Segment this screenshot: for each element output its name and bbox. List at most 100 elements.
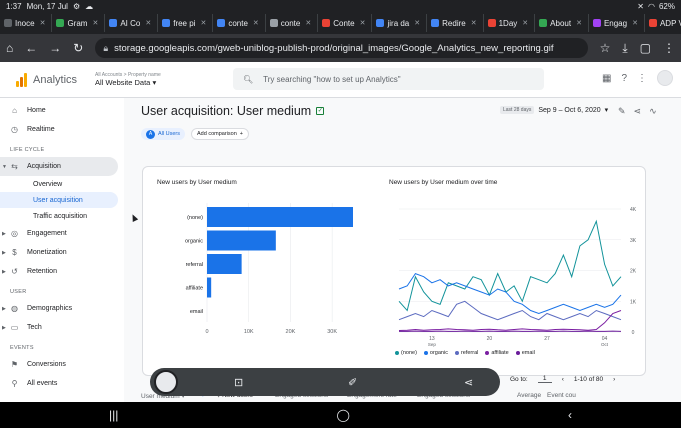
- search-box[interactable]: 🔍︎ Try searching "how to set up Analytic…: [233, 68, 544, 90]
- browser-tab[interactable]: Gram ✕: [52, 14, 106, 32]
- sidebar-item-tech[interactable]: ▶ ▭ Tech: [0, 318, 124, 337]
- tab-count-icon[interactable]: ▢: [639, 41, 651, 55]
- close-tab-icon[interactable]: ✕: [92, 20, 99, 27]
- browser-tab[interactable]: Redire ✕: [427, 14, 484, 32]
- share-icon[interactable]: ⋖: [633, 106, 642, 116]
- screenshot-icon[interactable]: ⊡: [234, 376, 244, 389]
- browser-tab[interactable]: jira da ✕: [372, 14, 428, 32]
- sidebar-item-acquisition[interactable]: ▼ ⇆ Acquisition: [0, 157, 118, 176]
- apps-grid-icon[interactable]: ▦: [601, 72, 612, 84]
- recents-icon[interactable]: |||: [109, 408, 119, 422]
- home-icon[interactable]: ⌂: [6, 41, 14, 55]
- browser-tab[interactable]: Engag ✕: [589, 14, 645, 32]
- bar: [207, 207, 353, 227]
- close-tab-icon[interactable]: ✕: [576, 20, 582, 27]
- sidebar-item-retention[interactable]: ▶ ↺ Retention: [0, 262, 124, 281]
- legend-dot-icon: [423, 351, 428, 355]
- sidebar-item-overview[interactable]: Overview: [33, 180, 63, 188]
- browser-tab[interactable]: About ✕: [535, 14, 589, 32]
- sidebar-item-user-acquisition[interactable]: User acquisition: [0, 192, 118, 208]
- acquisition-icon: ⇆: [11, 162, 18, 171]
- close-tab-icon[interactable]: ✕: [39, 20, 46, 27]
- share-icon[interactable]: ⋖: [464, 376, 474, 389]
- browser-tab[interactable]: ADP V✕: [645, 14, 681, 32]
- browser-tab[interactable]: Inoce ✕: [0, 14, 53, 32]
- x-tick-sublabel: Sep: [428, 342, 437, 347]
- x-tick-label: 04: [602, 336, 608, 342]
- menu-icon[interactable]: ⋮: [663, 41, 675, 55]
- sidebar-item-realtime[interactable]: ◷ Realtime: [0, 120, 124, 139]
- draw-icon[interactable]: ✐: [348, 376, 358, 389]
- add-comparison-button[interactable]: Add comparison +: [191, 128, 249, 140]
- browser-tab-strip: Inoce ✕ Gram ✕ AI Co ✕ free pi ✕ conte ✕ conte ✕ Con…: [0, 12, 681, 34]
- legend-dot-icon: [454, 351, 459, 355]
- browser-tab[interactable]: AI Co ✕: [105, 14, 159, 32]
- close-tab-icon[interactable]: ✕: [200, 20, 207, 27]
- close-tab-icon[interactable]: ✕: [145, 20, 152, 27]
- tab-favicon-icon: [592, 19, 601, 27]
- y-tick-label: 2K: [630, 269, 637, 275]
- sidebar-item-home[interactable]: ⌂ Home: [0, 101, 124, 120]
- tab-favicon-icon: [56, 19, 65, 27]
- bookmark-star-icon[interactable]: ☆: [599, 41, 611, 55]
- sidebar-item-label: Realtime: [27, 126, 55, 133]
- edit-report-icon[interactable]: ✎: [618, 106, 626, 116]
- home-icon: ⌂: [12, 106, 17, 115]
- tab-label: free pi: [173, 18, 196, 28]
- close-tab-icon[interactable]: ✕: [414, 20, 421, 27]
- all-users-chip[interactable]: A All Users: [141, 128, 186, 140]
- battery-level: 62%: [658, 1, 675, 11]
- sidebar-item-demographics[interactable]: ▶ ◍ Demographics: [0, 299, 124, 318]
- close-tab-icon[interactable]: ✕: [252, 20, 259, 27]
- sidebar-item-conversions[interactable]: ⚑ Conversions: [0, 355, 124, 374]
- close-tab-icon[interactable]: ✕: [632, 20, 638, 27]
- date-range-text: Sep 9 – Oct 6, 2020: [538, 106, 601, 114]
- insights-icon[interactable]: ∿: [649, 106, 657, 116]
- browser-tab[interactable]: 1Day ✕: [484, 14, 536, 32]
- record-handle[interactable]: [154, 370, 178, 394]
- url-bar[interactable]: 🔒︎ storage.googleapis.com/gweb-uniblog-p…: [95, 38, 588, 58]
- date-range-picker[interactable]: Last 28 days Sep 9 – Oct 6, 2020 ▾: [500, 106, 608, 114]
- forward-icon[interactable]: →: [49, 41, 62, 55]
- retention-icon: ↺: [11, 267, 18, 276]
- browser-tab[interactable]: free pi ✕: [158, 14, 214, 32]
- browser-tab[interactable]: Conte ✕: [318, 14, 373, 32]
- close-tab-icon[interactable]: ✕: [522, 20, 529, 27]
- sidebar-item-label: Tech: [27, 324, 42, 331]
- next-page-icon[interactable]: ›: [613, 375, 616, 383]
- plus-icon: +: [239, 131, 243, 137]
- goto-input[interactable]: 1: [537, 375, 552, 383]
- close-tab-icon[interactable]: ✕: [470, 20, 477, 27]
- sidebar-item-monetization[interactable]: ▶ $ Monetization: [0, 243, 124, 262]
- help-icon[interactable]: ?: [621, 72, 627, 84]
- reload-icon[interactable]: ↻: [73, 41, 84, 55]
- more-vert-icon[interactable]: ⋮: [637, 72, 647, 84]
- close-tab-icon[interactable]: ✕: [359, 20, 366, 27]
- back-arrow-icon[interactable]: ‹: [567, 408, 572, 422]
- sidebar-item-traffic-acquisition[interactable]: Traffic acquisition: [33, 212, 88, 220]
- segment-letter-badge: A: [146, 129, 155, 139]
- x-tick-label: 13: [429, 336, 435, 342]
- browser-tab[interactable]: conte ✕: [213, 14, 266, 32]
- close-tab-icon[interactable]: ✕: [305, 20, 312, 27]
- avatar[interactable]: [657, 70, 673, 86]
- tab-label: Engag: [603, 18, 628, 28]
- col-event-count[interactable]: Event cou: [547, 392, 576, 399]
- sidebar-item-all-events[interactable]: ⚲ All events: [0, 374, 124, 393]
- col-average[interactable]: Average: [517, 392, 542, 399]
- property-selector[interactable]: All Accounts > Property name All Website…: [95, 72, 161, 87]
- sidebar: ⌂ Home ◷ Realtime LIFE CYCLE ▼ ⇆ Acquisition…: [0, 98, 124, 402]
- sidebar-item-label: Monetization: [27, 249, 67, 256]
- sidebar-item-label: Home: [27, 107, 46, 114]
- download-icon[interactable]: ⤓: [622, 40, 628, 55]
- home-circle-icon[interactable]: ◯: [336, 408, 350, 422]
- sidebar-item-engagement[interactable]: ▶ ◎ Engagement: [0, 224, 124, 243]
- settings-icon: ⚙: [72, 1, 81, 11]
- col-user-medium[interactable]: User medium ▾: [141, 393, 185, 400]
- prev-page-icon[interactable]: ‹: [561, 375, 564, 383]
- caret-right-icon: ▶: [2, 230, 6, 237]
- tab-label: Conte: [333, 18, 355, 28]
- ga-header: Analytics All Accounts > Property name A…: [0, 62, 681, 98]
- back-icon[interactable]: ←: [25, 41, 38, 55]
- browser-tab[interactable]: conte ✕: [266, 14, 319, 32]
